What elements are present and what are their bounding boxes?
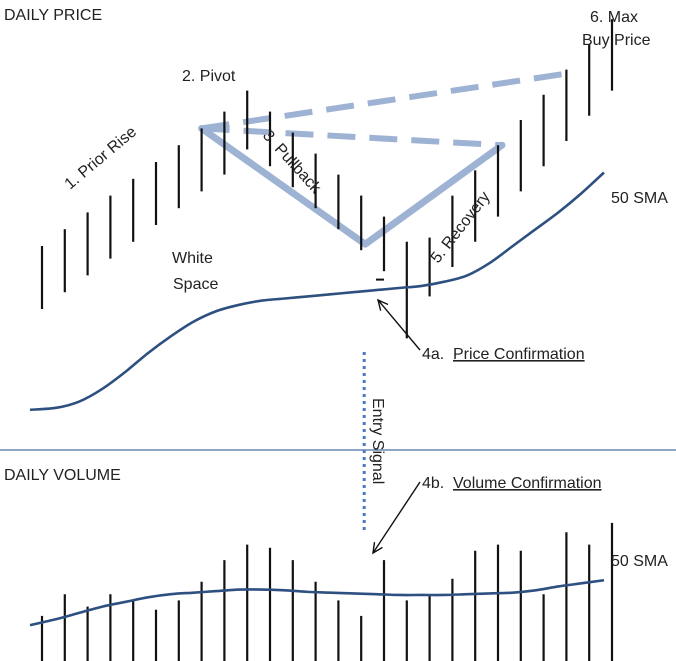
price-sma-label: 50 SMA	[611, 190, 668, 207]
volume-sma-line	[29, 578, 605, 627]
entry-signal-label: Entry Signal	[369, 398, 386, 484]
confirmation-arrows	[372, 298, 421, 555]
volume-confirmation-label: Volume Confirmation	[453, 475, 602, 492]
price-sma-line	[29, 171, 605, 412]
price-bars	[40, 19, 614, 339]
max-buy-price-label-line1: 6. Max	[590, 9, 638, 26]
max-buy-price-label-line2: Buy Price	[582, 32, 651, 49]
volume-sma-curve	[29, 578, 605, 627]
recovery-label: 5. Recovery	[428, 189, 494, 267]
price-confirmation-arrow-shaft	[377, 299, 421, 351]
price-panel-title: DAILY PRICE	[4, 7, 102, 24]
white-space-label-line1: White	[172, 250, 213, 267]
volume-panel-title: DAILY VOLUME	[4, 467, 121, 484]
volume-sma-label: 50 SMA	[611, 553, 668, 570]
pivot-level-dashed-line	[201, 125, 503, 149]
pattern-overlay	[198, 70, 567, 248]
price-confirmation-arrow-head	[376, 298, 389, 311]
prior-rise-label: 1. Prior Rise	[62, 123, 140, 193]
volume-confirmation-arrow-shaft	[372, 481, 421, 554]
price-sma-curve	[29, 171, 605, 412]
max-buy-dashed-line	[201, 70, 567, 132]
pullback-recovery-path	[198, 124, 506, 248]
volume-bars	[40, 522, 614, 661]
white-space-label-line2: Space	[173, 276, 218, 293]
price-confirmation-label: Price Confirmation	[453, 346, 585, 363]
pivot-label: 2. Pivot	[182, 68, 236, 85]
price-confirmation-prefix: 4a.	[422, 346, 444, 363]
volume-confirmation-prefix: 4b.	[422, 475, 444, 492]
volume-confirmation-arrow-head	[372, 542, 383, 555]
